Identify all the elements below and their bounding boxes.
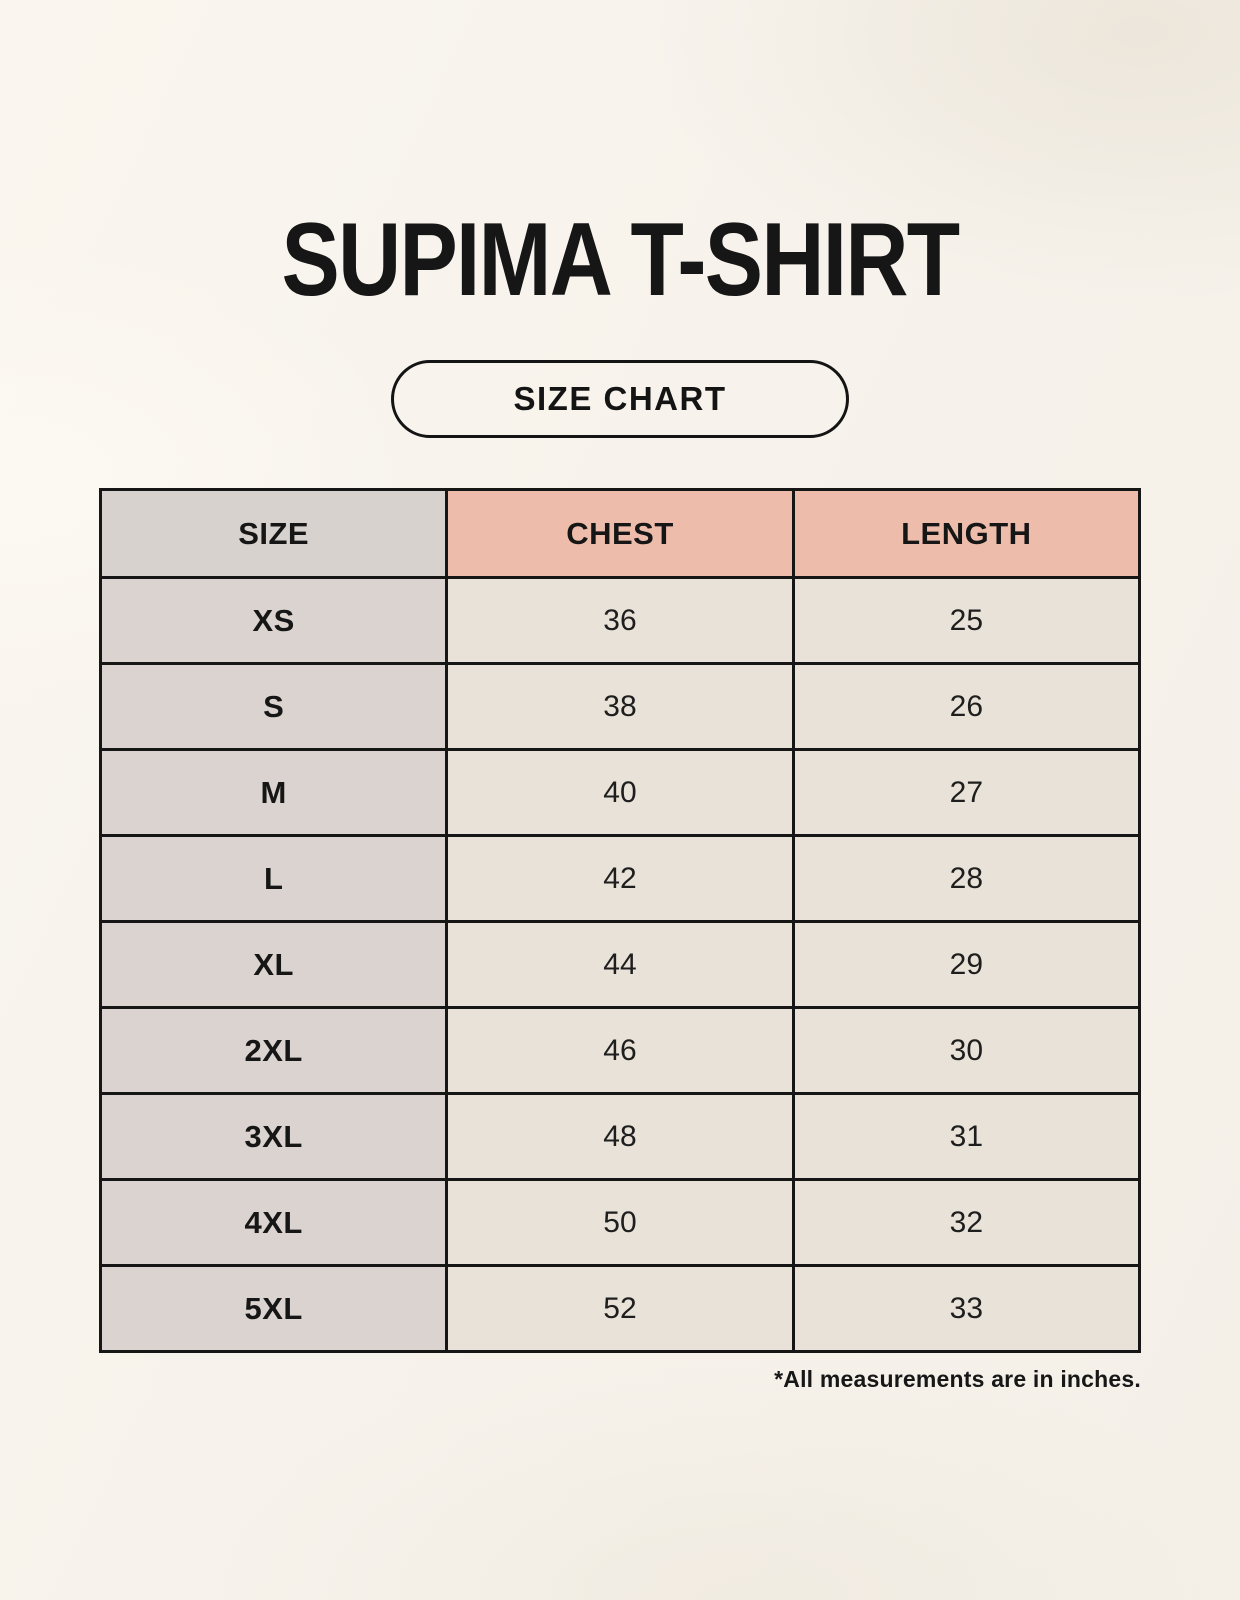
length-value: 27	[791, 748, 1142, 837]
table-row: 5XL 52 33	[98, 1264, 1142, 1353]
table-row: 3XL 48 31	[98, 1092, 1142, 1181]
chest-value: 42	[445, 834, 795, 923]
header-row: SIZE CHEST LENGTH	[98, 488, 1142, 579]
table-row: S 38 26	[98, 662, 1142, 751]
page-title-text: SUPIMA T-SHIRT	[281, 202, 961, 318]
length-value: 25	[791, 576, 1142, 665]
chest-value: 44	[445, 920, 795, 1009]
chest-value: 38	[445, 662, 795, 751]
size-label: 4XL	[98, 1178, 449, 1267]
table-row: M 40 27	[98, 748, 1142, 837]
chest-value: 50	[445, 1178, 795, 1267]
size-label: M	[98, 748, 449, 837]
size-chart-button[interactable]: SIZE CHART	[391, 360, 849, 438]
size-label: 5XL	[98, 1264, 449, 1353]
table-row: XL 44 29	[98, 920, 1142, 1009]
chest-value: 46	[445, 1006, 795, 1095]
length-value: 29	[791, 920, 1142, 1009]
length-value: 32	[791, 1178, 1142, 1267]
size-label: S	[98, 662, 449, 751]
chest-value: 36	[445, 576, 795, 665]
column-header-chest: CHEST	[445, 488, 795, 579]
chest-value: 48	[445, 1092, 795, 1181]
table-row: XS 36 25	[98, 576, 1142, 665]
chest-value: 52	[445, 1264, 795, 1353]
size-label: XS	[98, 576, 449, 665]
table-row: 4XL 50 32	[98, 1178, 1142, 1267]
column-header-length: LENGTH	[791, 488, 1142, 579]
column-header-size: SIZE	[98, 488, 449, 579]
size-label: 2XL	[98, 1006, 449, 1095]
table-row: 2XL 46 30	[98, 1006, 1142, 1095]
length-value: 33	[791, 1264, 1142, 1353]
size-chart-table: SIZE CHEST LENGTH XS 36 25 S 38 26 M	[98, 488, 1142, 1353]
button-row: SIZE CHART	[0, 360, 1240, 438]
size-chart-table-container: SIZE CHEST LENGTH XS 36 25 S 38 26 M	[98, 488, 1142, 1393]
length-value: 26	[791, 662, 1142, 751]
size-label: XL	[98, 920, 449, 1009]
length-value: 30	[791, 1006, 1142, 1095]
length-value: 31	[791, 1092, 1142, 1181]
table-row: L 42 28	[98, 834, 1142, 923]
length-value: 28	[791, 834, 1142, 923]
page-title: SUPIMA T-SHIRT	[0, 208, 1240, 312]
measurements-note: *All measurements are in inches.	[774, 1366, 1141, 1392]
size-label: 3XL	[98, 1092, 449, 1181]
chest-value: 40	[445, 748, 795, 837]
size-label: L	[98, 834, 449, 923]
